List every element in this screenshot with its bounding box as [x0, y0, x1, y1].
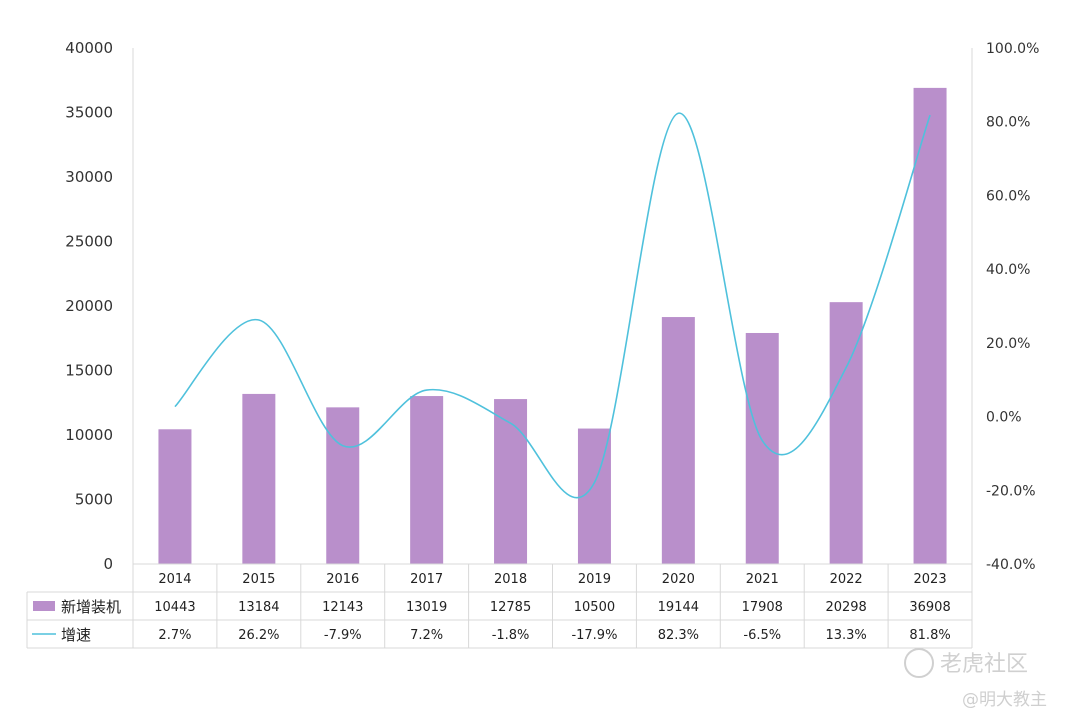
y-left-tick-label: 0	[103, 555, 113, 573]
growth-line	[174, 112, 931, 499]
x-tick-label: 2021	[746, 572, 779, 587]
bar	[913, 87, 947, 564]
table-cell-growth-value: 2.7%	[158, 628, 191, 643]
watermark-text: 老虎社区	[940, 652, 1028, 677]
bar	[158, 429, 192, 564]
table-cell-growth-value: -17.9%	[571, 628, 617, 643]
legend-bar-label: 新增装机	[61, 598, 121, 616]
y-right-tick-label: 60.0%	[986, 188, 1030, 204]
y-left-tick-label: 40000	[65, 39, 113, 57]
bar	[494, 399, 528, 564]
y-right-tick-label: 40.0%	[986, 262, 1030, 278]
table-cell-bar-value: 12143	[322, 600, 363, 615]
watermark-handle: @明大教主	[962, 690, 1047, 710]
y-right-tick-label: 100.0%	[986, 41, 1039, 57]
y-left-tick-label: 30000	[65, 168, 113, 186]
table-cell-growth-value: 82.3%	[658, 628, 699, 643]
bar	[410, 396, 444, 564]
table-cell-growth-value: -6.5%	[743, 628, 781, 643]
y-left-tick-label: 15000	[65, 362, 113, 380]
table-cell-growth-value: 26.2%	[238, 628, 279, 643]
bar	[326, 407, 360, 564]
x-tick-label: 2022	[830, 572, 863, 587]
x-tick-label: 2023	[914, 572, 947, 587]
x-tick-label: 2014	[158, 572, 191, 587]
y-right-tick-label: 20.0%	[986, 336, 1030, 352]
table-cell-bar-value: 13019	[406, 600, 447, 615]
y-right-tick-label: 80.0%	[986, 115, 1030, 131]
y-left-tick-label: 5000	[75, 491, 113, 509]
legend-line-label: 增速	[61, 626, 91, 644]
y-right-tick-label: -40.0%	[986, 557, 1036, 573]
watermark-logo-icon	[904, 648, 934, 678]
x-tick-label: 2016	[326, 572, 359, 587]
table-cell-growth-value: 7.2%	[410, 628, 443, 643]
bar	[661, 317, 695, 564]
table-cell-bar-value: 10500	[574, 600, 615, 615]
x-tick-label: 2019	[578, 572, 611, 587]
legend-bar-swatch	[33, 601, 55, 611]
x-tick-label: 2015	[242, 572, 275, 587]
x-tick-label: 2017	[410, 572, 443, 587]
table-cell-bar-value: 36908	[909, 600, 950, 615]
table-cell-bar-value: 17908	[742, 600, 783, 615]
table-cell-bar-value: 20298	[825, 600, 866, 615]
table-cell-growth-value: 13.3%	[825, 628, 866, 643]
table-cell-growth-value: -7.9%	[324, 628, 362, 643]
table-cell-bar-value: 19144	[658, 600, 699, 615]
bar	[745, 332, 779, 564]
table-cell-bar-value: 10443	[154, 600, 195, 615]
y-right-tick-label: -20.0%	[986, 483, 1036, 499]
y-left-tick-label: 35000	[65, 104, 113, 122]
table-cell-bar-value: 13184	[238, 600, 279, 615]
bar	[829, 302, 863, 564]
y-left-tick-label: 10000	[65, 426, 113, 444]
y-left-tick-label: 25000	[65, 233, 113, 251]
y-left-tick-label: 20000	[65, 297, 113, 315]
table-cell-growth-value: 81.8%	[909, 628, 950, 643]
x-tick-label: 2018	[494, 572, 527, 587]
table-cell-bar-value: 12785	[490, 600, 531, 615]
table-cell-growth-value: -1.8%	[492, 628, 530, 643]
x-tick-label: 2020	[662, 572, 695, 587]
bar	[242, 393, 276, 564]
y-right-tick-label: 0.0%	[986, 410, 1022, 426]
